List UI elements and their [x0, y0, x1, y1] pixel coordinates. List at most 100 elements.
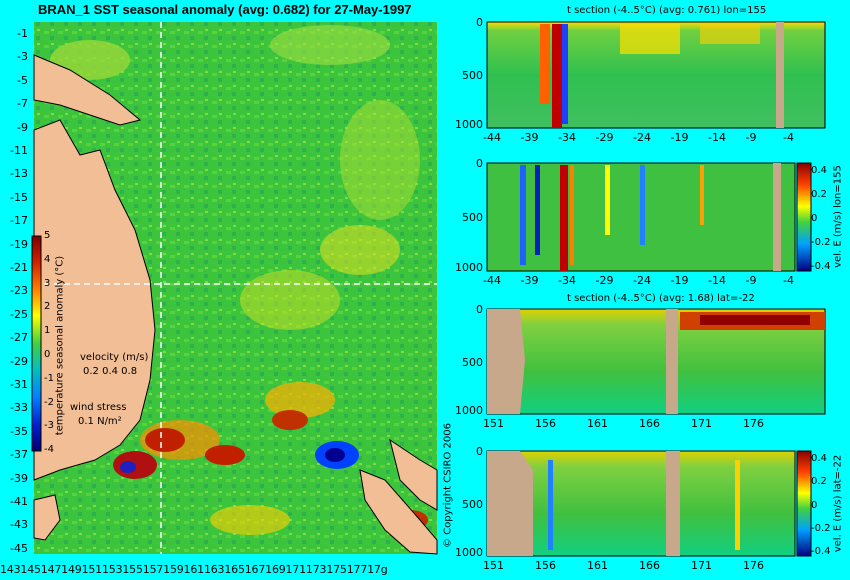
panel1-x-tick: -29: [595, 131, 614, 144]
main-colorbar-tick: 5: [44, 230, 51, 241]
panel4-y-tick: 0: [476, 445, 483, 458]
wind-legend-title: wind stress: [70, 402, 127, 413]
panel4-y-tick: 1000: [455, 546, 483, 559]
main-colorbar-tick: -3: [44, 420, 54, 432]
map-lat-label: -29: [10, 354, 28, 368]
panel2-colorbar-tick: -0.2: [811, 237, 831, 248]
main-colorbar-tick: 0: [44, 349, 51, 360]
panel4-x-tick: 161: [587, 559, 608, 572]
panel3-plot: [486, 308, 826, 415]
map-lat-label: -1: [17, 27, 28, 40]
panel4-plot: [486, 450, 812, 557]
panel1-y-tick: 1000: [455, 118, 483, 131]
map-title: BRAN_1 SST seasonal anomaly (avg: 0.682)…: [38, 2, 412, 17]
panel3-x-tick: 156: [535, 417, 556, 430]
panel2-x-tick: -24: [633, 274, 651, 287]
map-lat-label: -31: [10, 378, 28, 391]
map-lat-label: -43: [10, 518, 28, 532]
map-lat-label: -7: [17, 97, 28, 111]
panel3-y-tick: 1000: [455, 404, 483, 417]
panel1-x-tick: -24: [633, 131, 651, 144]
panel2-x-tick: -14: [708, 274, 726, 287]
panel2-x-tick: -29: [595, 274, 614, 287]
main-colorbar-tick: -4: [44, 444, 54, 456]
panel3-x-tick: 171: [691, 417, 712, 430]
main-colorbar: [31, 235, 42, 452]
panel4-x-tick: 171: [691, 559, 712, 572]
panel2-x-tick: -44: [483, 274, 501, 287]
map-lat-label: -39: [10, 471, 28, 485]
panel4-x-tick: 166: [639, 559, 660, 572]
map-lat-label: -19: [10, 237, 28, 251]
panel1-title: t section (-4..5°C) (avg: 0.761) lon=155: [567, 5, 767, 16]
map-lat-label: -23: [10, 284, 28, 298]
map-lat-label: -25: [10, 307, 28, 321]
wind-legend-value: 0.1 N/m²: [78, 416, 122, 427]
panel4-colorbar-tick: -0.4: [811, 546, 831, 557]
main-colorbar-tick: 3: [44, 277, 51, 289]
map-lat-label: -27: [10, 331, 28, 345]
panel2-y-tick: 1000: [455, 261, 483, 274]
map-lat-label: -35: [10, 424, 28, 438]
panel4-colorbar-tick: 0: [811, 499, 818, 511]
panel2-y-tick: 500: [462, 211, 483, 224]
main-colorbar-tick: -2: [44, 396, 54, 408]
panel1-y-tick: 500: [462, 69, 483, 82]
panel1-x-tick: -44: [483, 131, 501, 144]
copyright-text: © Copyright CSIRO 2006: [442, 423, 454, 548]
panel1-y-tick: 0: [476, 16, 483, 29]
main-colorbar-tick: -1: [44, 372, 54, 384]
panel3-x-tick: 166: [639, 417, 660, 430]
map-lat-label: -33: [10, 401, 28, 415]
panel2-x-tick: -39: [520, 274, 539, 287]
main-colorbar-tick: 2: [44, 301, 51, 313]
map-lat-label: -21: [10, 261, 28, 274]
panel4-y-tick: 500: [462, 497, 483, 511]
panel4-x-tick: 156: [535, 559, 556, 572]
map-lat-label: -11: [10, 144, 28, 157]
panel2-y-tick: 0: [476, 157, 483, 170]
panel3-x-tick: 151: [483, 417, 504, 430]
panel4-x-tick: 176: [743, 559, 764, 572]
main-colorbar-tick: 4: [44, 253, 51, 265]
panel2-x-tick: -4: [783, 274, 794, 287]
panel4-x-tick: 151: [483, 559, 504, 572]
panel3-title: t section (-4..5°C) (avg: 1.68) lat=-22: [567, 293, 755, 304]
panel1-x-tick: -39: [520, 131, 539, 144]
panel3-y-tick: 0: [476, 303, 483, 316]
panel2-colorbar-tick: 0.2: [811, 189, 827, 200]
panel3-x-tick: 161: [587, 417, 608, 430]
panel4-colorbar-label: vel. E (m/s) lat=-22: [832, 454, 844, 552]
velocity-legend-title: velocity (m/s): [80, 352, 149, 363]
panel2-x-tick: -9: [745, 274, 757, 287]
panel1-plot: [486, 21, 826, 129]
panel2-plot: [486, 162, 812, 272]
panel2-colorbar-label: vel. E (m/s) lon=155: [832, 165, 844, 268]
main-colorbar-tick: 1: [44, 325, 51, 337]
panel3-y-tick: 500: [462, 355, 483, 369]
panel1-x-tick: -9: [745, 131, 757, 144]
panel1-x-tick: -34: [558, 131, 576, 144]
map-lat-label: -45: [10, 541, 28, 555]
map-lat-label: -13: [10, 167, 28, 181]
panel1-x-tick: -4: [783, 131, 794, 144]
panel3-x-tick: 176: [743, 417, 764, 430]
map-lon-labels: 1431451471491511531551571591611631651671…: [0, 563, 388, 576]
map-lat-label: -9: [17, 120, 28, 134]
panel4-colorbar-tick: 0.4: [811, 453, 827, 464]
panel4-colorbar-tick: 0.2: [811, 476, 827, 488]
panel2-colorbar-tick: 0.4: [811, 165, 827, 176]
map-lat-label: -3: [17, 50, 28, 64]
map-lat-label: -41: [10, 495, 28, 508]
panel1-x-tick: -14: [708, 131, 726, 144]
map-lat-label: -37: [10, 448, 28, 462]
panel1-x-tick: -19: [670, 131, 689, 144]
main-colorbar-label: temperature seasonal anomaly (°C): [54, 255, 66, 436]
map-lat-label: -15: [10, 190, 28, 204]
velocity-legend-values: 0.2 0.4 0.8: [83, 366, 138, 377]
map-lat-label: -5: [17, 73, 28, 87]
panel2-colorbar-tick: 0: [811, 213, 818, 224]
map-lat-label: -17: [10, 214, 28, 228]
panel2-x-tick: -19: [670, 274, 689, 287]
